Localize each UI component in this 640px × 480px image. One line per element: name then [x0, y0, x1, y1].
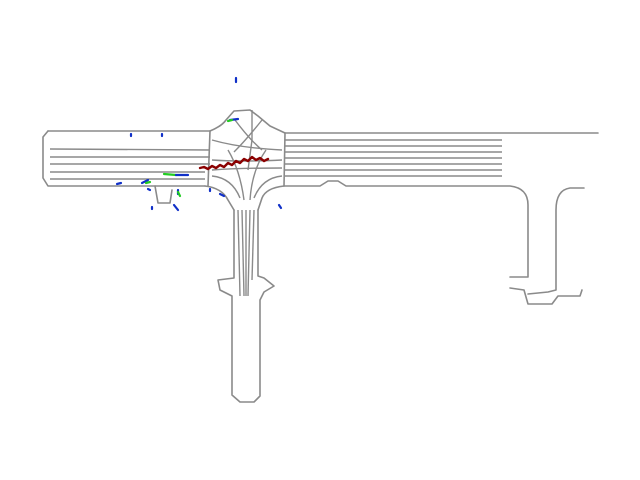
agent-track — [115, 181, 123, 186]
turn-lane — [249, 149, 267, 201]
agents — [115, 76, 283, 212]
agent-track — [144, 180, 152, 185]
road-south-west-boundary — [217, 209, 275, 403]
lane-line — [49, 148, 211, 151]
agent-track — [218, 192, 226, 198]
road-boundary-south-east — [283, 180, 529, 278]
agent-track — [140, 178, 150, 185]
intersection-east-edge — [283, 132, 286, 187]
road-boundaries — [42, 130, 599, 305]
road-boundary-west-end — [42, 130, 206, 187]
agent-track — [226, 118, 234, 123]
intersection-west-edge — [207, 130, 211, 187]
side-bay — [154, 185, 173, 204]
lane-lines-west — [49, 148, 211, 180]
agent-track — [162, 172, 178, 177]
turn-lane — [233, 119, 263, 153]
agent-track — [277, 203, 283, 210]
intersection-north-boundary — [209, 109, 286, 134]
road-boundary-east-spur — [527, 187, 585, 295]
turn-lane — [211, 167, 283, 171]
intersection-south-west — [204, 185, 235, 211]
ego-trajectory — [198, 155, 270, 171]
turn-lane — [227, 149, 245, 201]
intersection — [204, 109, 286, 211]
lane-line — [247, 209, 251, 297]
agent-track — [146, 187, 152, 192]
road-boundary-north — [47, 130, 599, 134]
agent-track — [172, 203, 180, 212]
turn-lane — [211, 139, 283, 151]
road-south — [217, 209, 275, 403]
intersection-south-east — [257, 185, 285, 211]
lane-line — [251, 209, 255, 281]
road-boundary-east-spur-bottom — [509, 287, 583, 305]
turn-lane — [211, 175, 241, 199]
turn-lane — [253, 175, 283, 199]
lane-line — [241, 209, 245, 297]
lane-lines-east — [285, 139, 502, 177]
agent-track — [176, 190, 182, 198]
lane-line — [237, 209, 241, 297]
